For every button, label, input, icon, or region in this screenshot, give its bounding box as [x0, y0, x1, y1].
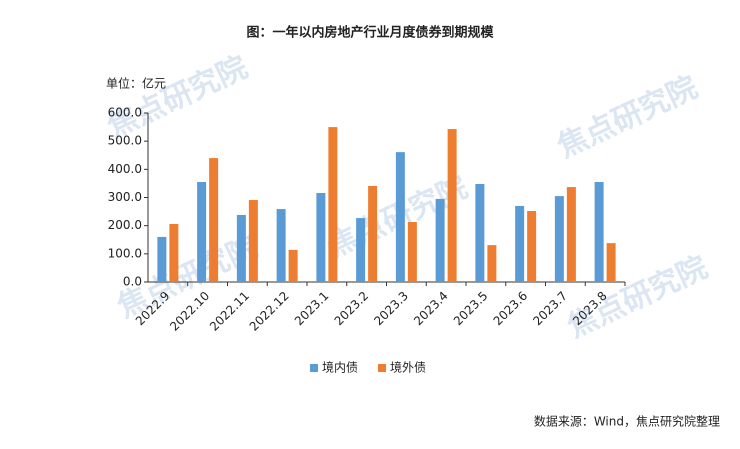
x-tick-label: 2023.4: [411, 289, 451, 329]
bar: [447, 129, 457, 282]
y-tick-label: 600.0: [108, 106, 142, 120]
bar: [197, 182, 207, 282]
watermark: 焦点研究院: [552, 70, 703, 165]
watermark: 焦点研究院: [562, 250, 713, 345]
bar: [368, 185, 378, 282]
chart-title: 图：一年以内房地产行业月度债券到期规模: [246, 25, 494, 41]
bar: [328, 127, 338, 282]
bar: [248, 200, 258, 282]
x-tick-label: 2023.7: [530, 289, 570, 329]
y-tick-label: 200.0: [108, 218, 142, 232]
x-tick-label: 2022.11: [207, 289, 252, 334]
bar: [515, 205, 525, 282]
x-tick-label: 2023.2: [332, 289, 372, 329]
source-note: 数据来源：Wind，焦点研究院整理: [534, 414, 720, 429]
bar: [316, 192, 326, 282]
bar: [594, 182, 604, 282]
x-tick-label: 2023.5: [451, 289, 491, 329]
bar: [475, 183, 485, 282]
x-tick-label: 2023.6: [491, 289, 531, 329]
bar: [566, 187, 576, 282]
x-tick-label: 2023.1: [292, 289, 332, 329]
legend-label: 境外债: [390, 360, 426, 375]
legend-label: 境内债: [322, 360, 358, 375]
bar: [288, 249, 298, 282]
legend-swatch: [378, 364, 386, 372]
y-tick-label: 300.0: [108, 190, 142, 204]
bar: [236, 214, 246, 282]
y-tick-label: 500.0: [108, 134, 142, 148]
bar: [356, 218, 366, 282]
bar: [157, 236, 167, 282]
bar: [554, 196, 564, 282]
bar: [435, 198, 445, 282]
bar: [407, 222, 417, 282]
bar: [606, 243, 616, 282]
bar: [276, 209, 286, 282]
bar: [209, 158, 219, 282]
y-tick-label: 100.0: [108, 246, 142, 260]
y-tick-label: 400.0: [108, 162, 142, 176]
unit-label: 单位：亿元: [106, 76, 166, 91]
x-tick-label: 2022.12: [247, 289, 292, 334]
y-tick-label: 0.0: [123, 275, 142, 289]
watermark: 焦点研究院: [102, 50, 253, 145]
bar: [169, 223, 179, 282]
bar: [395, 152, 405, 282]
x-tick-label: 2023.3: [371, 289, 411, 329]
bar: [527, 211, 537, 282]
legend-swatch: [310, 364, 318, 372]
bar: [487, 245, 497, 282]
